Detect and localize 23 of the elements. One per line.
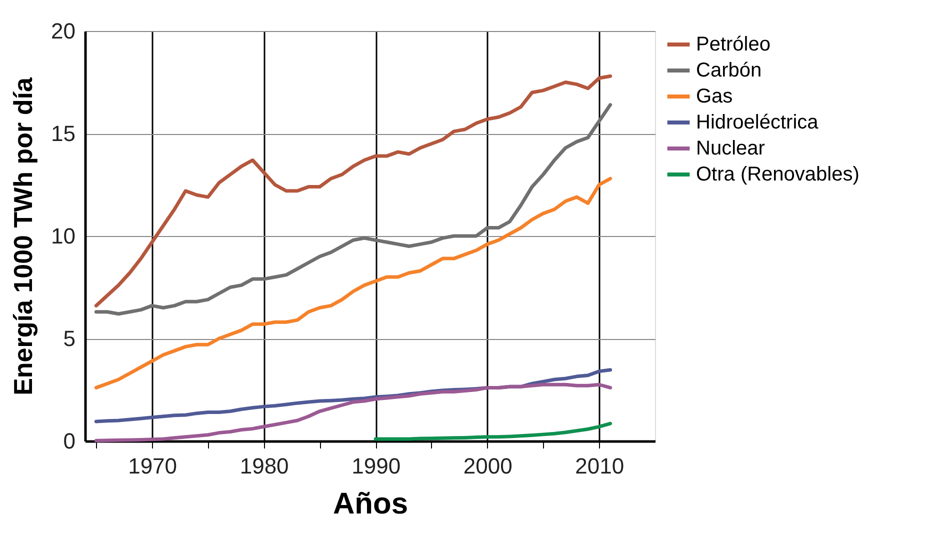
line-series (374, 422, 612, 441)
y-tick-label: 20 (51, 18, 76, 44)
x-tick-label: 1990 (352, 454, 401, 478)
legend-label: Nuclear (696, 138, 766, 160)
legend-label: Hidroeléctrica (696, 112, 820, 134)
line-series (94, 382, 612, 442)
x-tick-label: 2000 (463, 454, 512, 478)
y-tick-label: 15 (51, 121, 76, 146)
legend-label: Petróleo (696, 34, 770, 56)
legend-label: Otra (Renovables) (696, 164, 860, 186)
x-tick-label: 1970 (128, 454, 178, 478)
line-series (94, 176, 612, 390)
legend-label: Gas (696, 86, 733, 108)
y-axis-title: Energía 1000 TWh por día (8, 77, 38, 396)
x-axis-title: Años (333, 488, 408, 520)
y-tick-label: 0 (63, 428, 76, 454)
line-series (94, 74, 612, 308)
legend-label: Carbón (696, 60, 762, 82)
y-tick-label: 10 (51, 224, 76, 248)
y-tick-label: 5 (63, 326, 76, 351)
x-tick-label: 2010 (575, 454, 624, 478)
line-series (94, 103, 612, 316)
x-tick-label: 1980 (240, 454, 289, 478)
